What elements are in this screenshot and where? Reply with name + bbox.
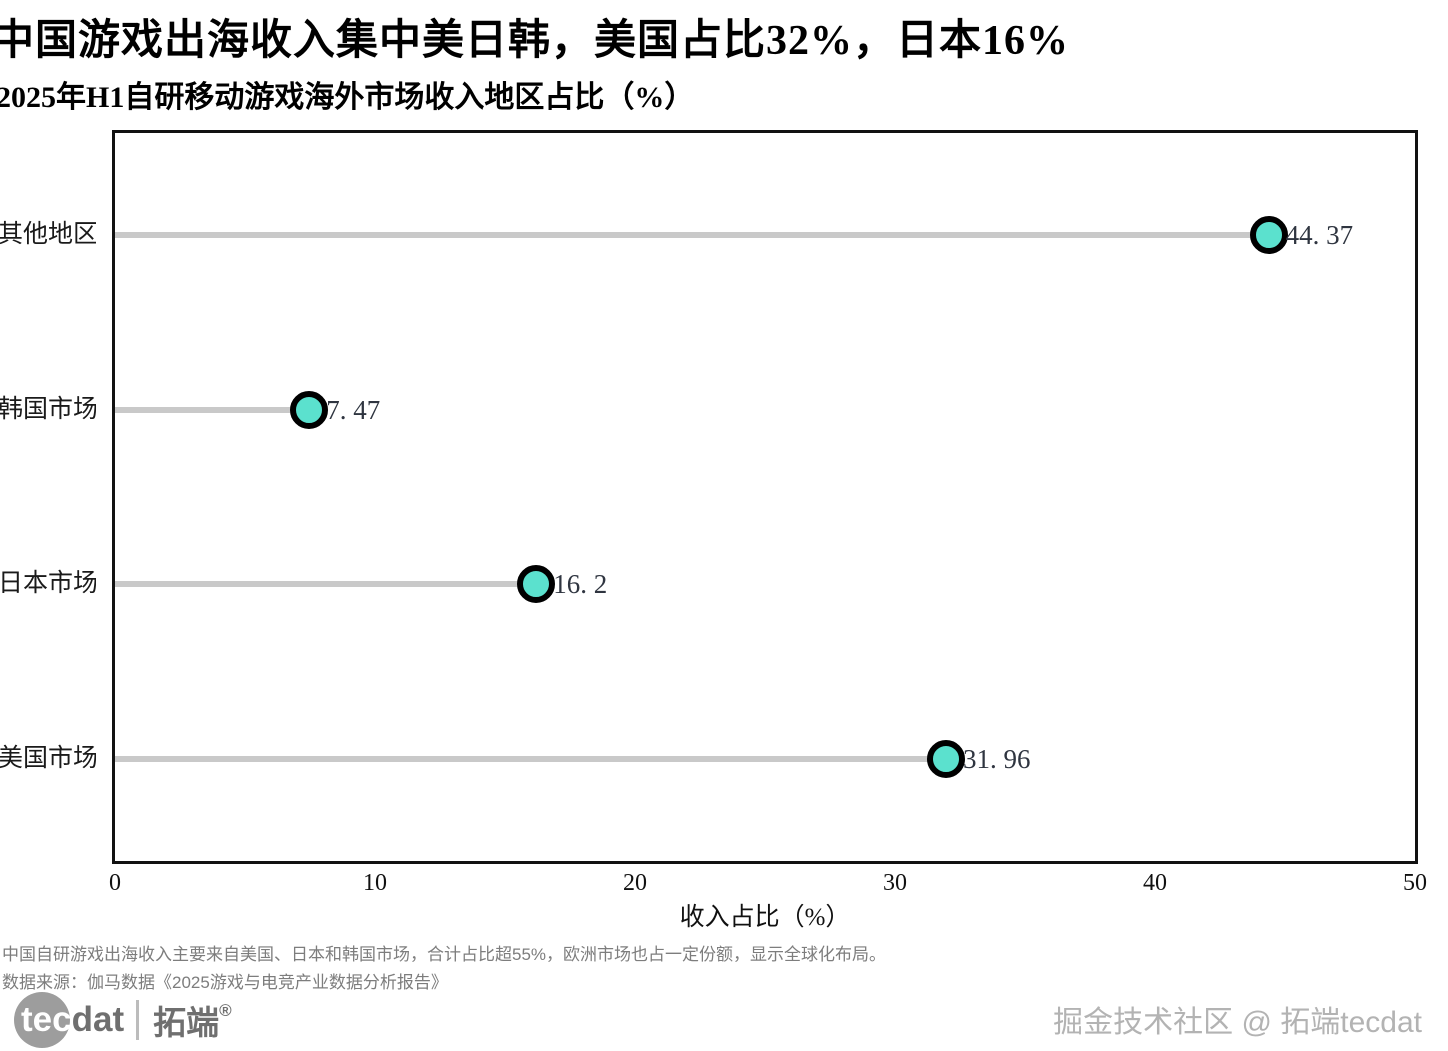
value-label: 44. 37 <box>1285 220 1354 250</box>
lollipop-dot <box>517 565 556 604</box>
x-tick-label: 20 <box>623 870 647 896</box>
value-label: 7. 47 <box>326 394 381 425</box>
lollipop-dot <box>926 740 965 778</box>
logo-circle-icon <box>14 992 70 1048</box>
x-tick-label: 10 <box>363 870 387 896</box>
y-axis-label: 韩国市场 <box>0 395 96 423</box>
plot-area <box>112 130 1418 864</box>
x-tick-label: 0 <box>109 870 121 896</box>
y-axis-label: 日本市场 <box>0 570 96 598</box>
tecdat-logo: tec dat 拓端® <box>14 991 232 1048</box>
logo-text-dat: dat <box>71 999 125 1039</box>
chart-title: 中国游戏出海收入集中美日韩，美国占比32%，日本16% <box>0 18 1070 64</box>
x-axis-title: 收入占比（%） <box>679 904 851 931</box>
logo-text-tec: tec <box>21 999 72 1039</box>
footnote-summary: 中国自研游戏出海收入主要来自美国、日本和韩国市场，合计占比超55%，欧洲市场也占… <box>2 945 887 964</box>
logo-divider <box>136 999 140 1040</box>
lollipop-dot <box>290 390 329 429</box>
y-axis-label: 美国市场 <box>0 745 96 772</box>
value-label: 31. 96 <box>962 744 1031 774</box>
lollipop-stem <box>115 581 537 588</box>
x-tick-label: 30 <box>883 870 907 896</box>
x-tick-label: 50 <box>1403 870 1427 896</box>
y-axis-label: 其他地区 <box>0 221 96 248</box>
footnote-source: 数据来源：伽马数据《2025游戏与电竞产业数据分析报告》 <box>2 973 448 992</box>
lollipop-stem <box>115 406 310 413</box>
logo-text-cn: 拓端® <box>153 1000 232 1041</box>
chart-subtitle: 2025年H1自研移动游戏海外市场收入地区占比（%） <box>0 81 695 114</box>
x-tick-label: 40 <box>1143 870 1167 896</box>
community-watermark: 掘金技术社区 @ 拓端tecdat <box>1053 1006 1422 1039</box>
value-label: 16. 2 <box>553 569 608 600</box>
lollipop-stem <box>115 232 1269 238</box>
lollipop-stem <box>115 756 946 762</box>
lollipop-dot <box>1249 216 1288 254</box>
registered-mark: ® <box>219 1000 232 1020</box>
